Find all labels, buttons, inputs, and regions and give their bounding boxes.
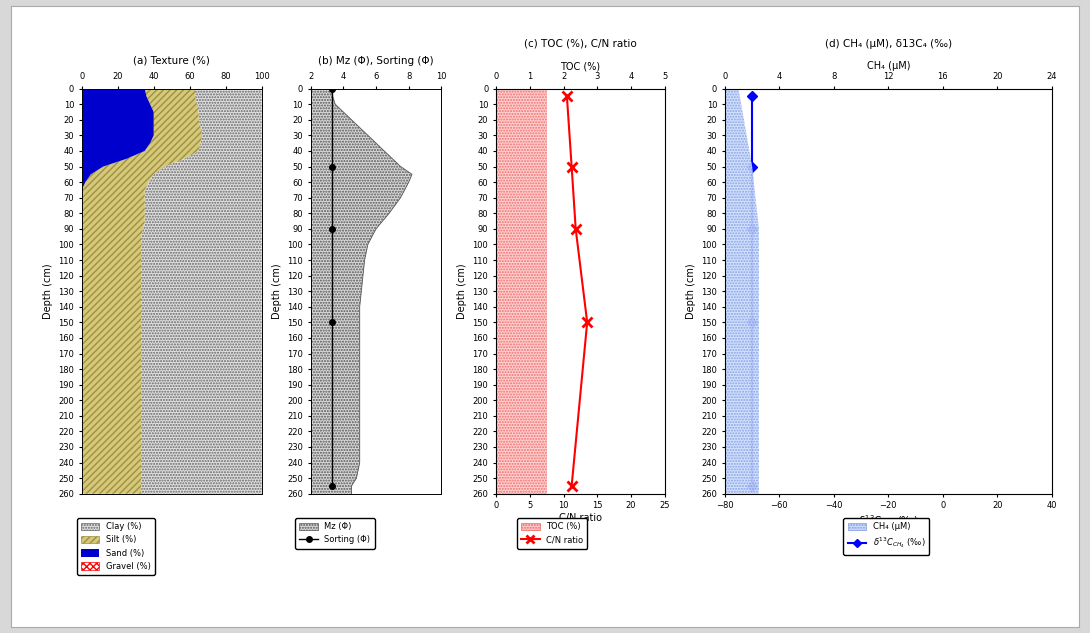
X-axis label: CH₄ (μM): CH₄ (μM) xyxy=(867,61,910,71)
Title: (a) Texture (%): (a) Texture (%) xyxy=(133,56,210,66)
X-axis label: C/N ratio: C/N ratio xyxy=(559,513,602,523)
Y-axis label: Depth (cm): Depth (cm) xyxy=(43,263,52,319)
Legend: Clay (%), Silt (%), Sand (%), Gravel (%): Clay (%), Silt (%), Sand (%), Gravel (%) xyxy=(77,518,155,575)
X-axis label: TOC (%): TOC (%) xyxy=(560,61,601,71)
Title: (d) CH₄ (μM), δ13C₄ (‰): (d) CH₄ (μM), δ13C₄ (‰) xyxy=(825,39,952,49)
Title: (b) Mz (Φ), Sorting (Φ): (b) Mz (Φ), Sorting (Φ) xyxy=(318,56,434,66)
Y-axis label: Depth (cm): Depth (cm) xyxy=(271,263,281,319)
Y-axis label: Depth (cm): Depth (cm) xyxy=(686,263,695,319)
Legend: TOC (%), C/N ratio: TOC (%), C/N ratio xyxy=(517,518,588,549)
Y-axis label: Depth (cm): Depth (cm) xyxy=(457,263,467,319)
Title: (c) TOC (%), C/N ratio: (c) TOC (%), C/N ratio xyxy=(524,39,637,49)
Legend: Mz (Φ), Sorting (Φ): Mz (Φ), Sorting (Φ) xyxy=(295,518,375,549)
Legend: CH₄ (μM), $\delta^{13}C_{CH_4}$ (‰): CH₄ (μM), $\delta^{13}C_{CH_4}$ (‰) xyxy=(844,518,930,555)
X-axis label: $\delta^{13}C_{CH_4}$ (‰): $\delta^{13}C_{CH_4}$ (‰) xyxy=(858,513,919,530)
